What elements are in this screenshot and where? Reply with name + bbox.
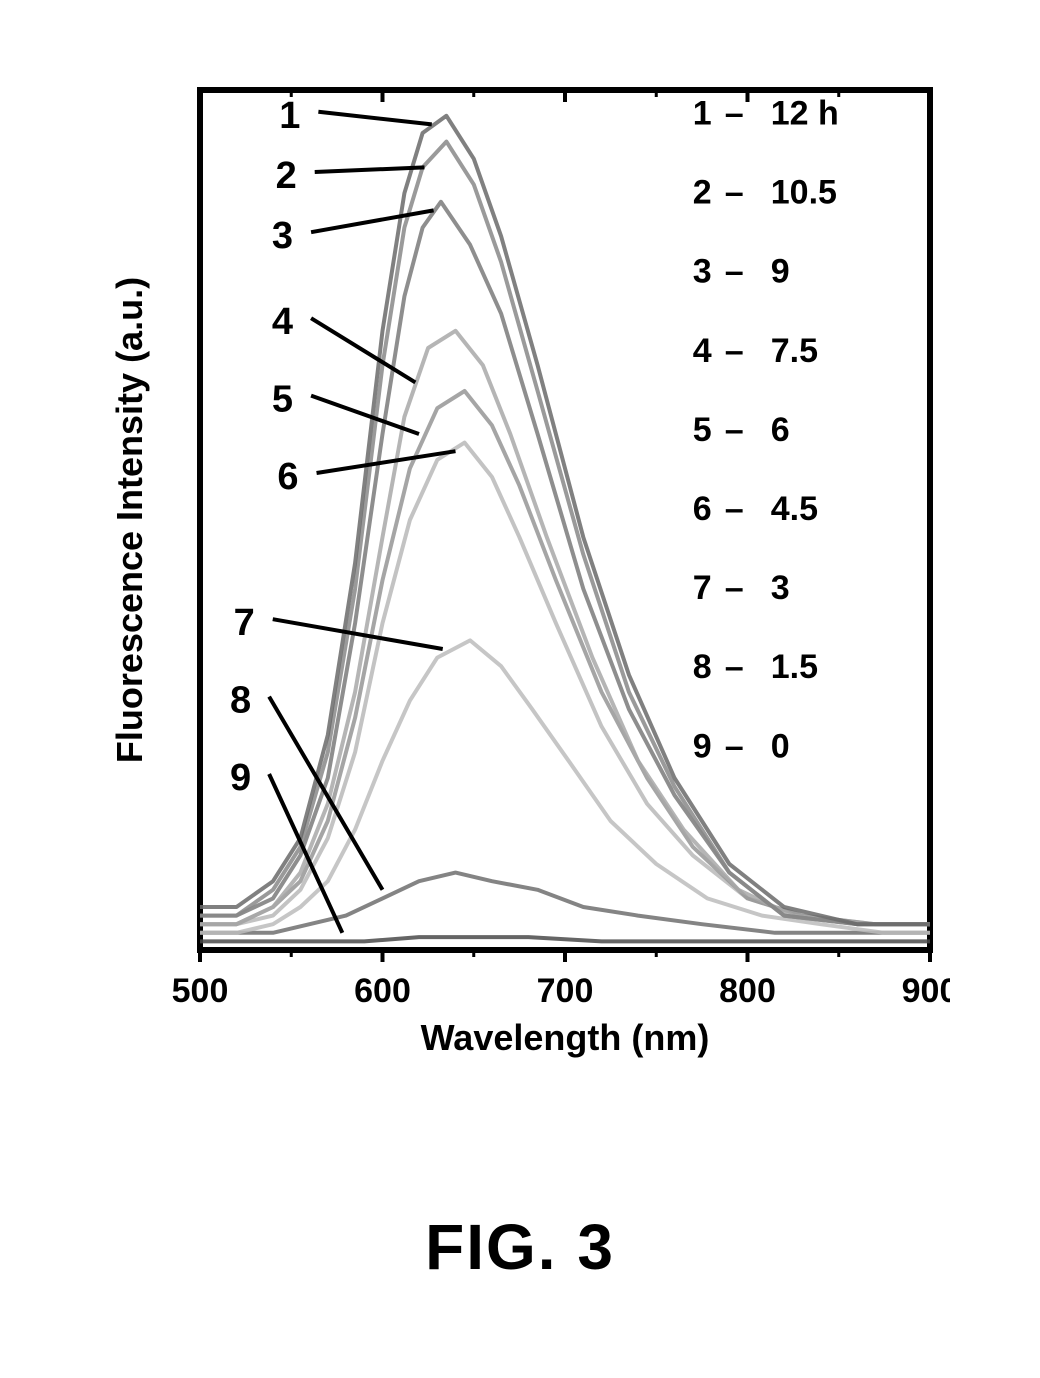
legend-dash-8: – <box>725 648 744 686</box>
legend-id-9: 9 <box>693 727 712 765</box>
x-tick-label: 800 <box>719 972 776 1010</box>
legend-dash-3: – <box>725 253 744 291</box>
legend-dash-6: – <box>725 490 744 528</box>
x-axis-label: Wavelength (nm) <box>421 1017 710 1058</box>
callout-number-1: 1 <box>279 95 300 137</box>
legend-value-5: 6 <box>771 411 790 449</box>
legend-dash-4: – <box>725 332 744 370</box>
legend-id-3: 3 <box>693 253 712 291</box>
legend-value-4: 7.5 <box>771 332 818 370</box>
legend-id-2: 2 <box>693 174 712 212</box>
y-axis-label: Fluorescence Intensity (a.u.) <box>109 277 150 763</box>
chart-container: 500 600 700 800 900 Wavelength (nm) Fluorescen… <box>90 60 950 1110</box>
figure-caption: FIG. 3 <box>0 1210 1040 1284</box>
legend-dash-7: – <box>725 569 744 607</box>
legend-dash-2: – <box>725 174 744 212</box>
legend-value-2: 10.5 <box>771 174 837 212</box>
legend-value-3: 9 <box>771 253 790 291</box>
fluorescence-chart: 500 600 700 800 900 Wavelength (nm) Fluorescen… <box>90 60 950 1110</box>
legend-id-4: 4 <box>693 332 712 370</box>
callout-number-3: 3 <box>272 215 293 257</box>
x-tick-label: 900 <box>902 972 950 1010</box>
legend-id-6: 6 <box>693 490 712 528</box>
legend-id-1: 1 <box>693 94 712 132</box>
callout-number-8: 8 <box>230 680 251 722</box>
legend-value-6: 4.5 <box>771 490 818 528</box>
x-tick-label: 500 <box>172 972 229 1010</box>
callout-number-7: 7 <box>234 602 255 644</box>
legend-id-7: 7 <box>693 569 712 607</box>
callout-number-2: 2 <box>276 155 297 197</box>
legend-id-8: 8 <box>693 648 712 686</box>
legend-value-1: 12 h <box>771 94 839 132</box>
legend-dash-5: – <box>725 411 744 449</box>
callout-number-5: 5 <box>272 379 293 421</box>
legend-value-8: 1.5 <box>771 648 818 686</box>
callout-number-6: 6 <box>277 456 298 498</box>
x-tick-label: 600 <box>354 972 411 1010</box>
callout-number-4: 4 <box>272 301 293 343</box>
legend-value-7: 3 <box>771 569 790 607</box>
legend-value-9: 0 <box>771 727 790 765</box>
x-tick-label: 700 <box>537 972 594 1010</box>
legend-dash-9: – <box>725 727 744 765</box>
figure-page: 500 600 700 800 900 Wavelength (nm) Fluorescen… <box>0 0 1040 1378</box>
legend-id-5: 5 <box>693 411 712 449</box>
legend-dash-1: – <box>725 94 744 132</box>
callout-number-9: 9 <box>230 757 251 799</box>
